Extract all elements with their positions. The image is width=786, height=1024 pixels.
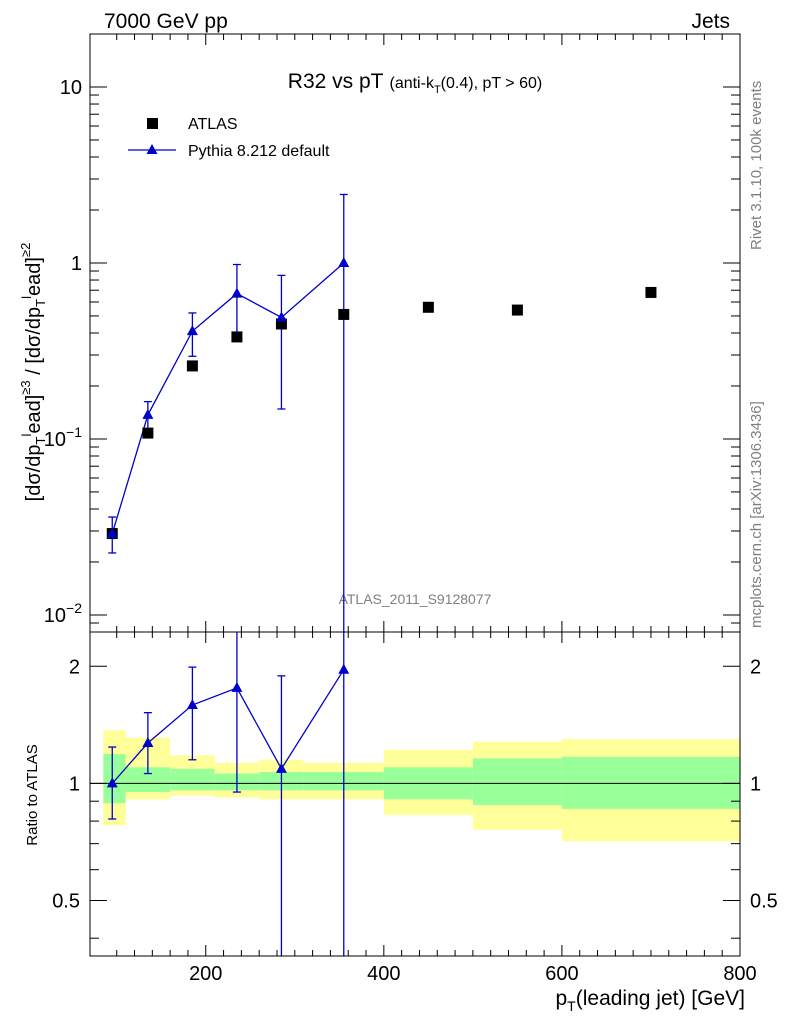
x-tick-label: 400 <box>367 963 400 985</box>
y-tick-label-main: 10 <box>60 77 82 99</box>
inner-band-8 <box>561 756 740 809</box>
svg-text:[dσ/dpTlead]≥3 / [dσ/dpTlead]≥: [dσ/dpTlead]≥3 / [dσ/dpTlead]≥2 <box>18 243 48 502</box>
atlas-point <box>186 360 198 372</box>
inner-band-0 <box>103 754 126 804</box>
atlas-point <box>511 304 523 316</box>
mc-point-ratio <box>106 777 118 788</box>
x-tick-label: 800 <box>723 963 756 985</box>
mc-point-main <box>142 408 154 419</box>
atlas-point <box>422 301 434 313</box>
inner-band-7 <box>472 758 562 805</box>
y-tick-label-ratio-right: 0.5 <box>750 890 778 912</box>
header-left: 7000 GeV pp <box>104 10 228 33</box>
rivet-label: Rivet 3.1.10, 100k events <box>748 81 765 250</box>
mc-point-main <box>275 311 287 322</box>
mcplots-label: mcplots.cern.ch [arXiv:1306.3436] <box>748 401 765 628</box>
mc-point-ratio <box>142 737 154 748</box>
y-tick-label-ratio: 2 <box>69 656 80 678</box>
legend-atlas-label: ATLAS <box>188 116 238 133</box>
mc-point-main <box>338 256 350 267</box>
title-sub-pre: (anti-k <box>389 75 434 92</box>
title-sub-sub: T <box>434 84 441 96</box>
legend-mc-label: Pythia 8.212 default <box>188 143 330 160</box>
atlas-point <box>142 427 154 439</box>
atlas-point <box>231 331 243 343</box>
ratio-bands <box>90 730 740 842</box>
x-tick-label: 600 <box>545 963 578 985</box>
y-tick-label-ratio-right: 2 <box>750 656 761 678</box>
title-sub-post: (0.4), pT > 60) <box>441 75 543 92</box>
mc-point-ratio <box>338 663 350 674</box>
inner-band-2 <box>170 768 215 791</box>
chart-title: R32 vs pT (anti-kT(0.4), pT > 60) <box>288 70 542 96</box>
mc-line-ratio <box>111 669 345 784</box>
data-marks <box>106 193 657 956</box>
mc-point-main <box>186 325 198 336</box>
header-right: Jets <box>691 10 730 33</box>
watermark: ATLAS_2011_S9128077 <box>339 591 492 607</box>
mc-point-main <box>231 287 243 298</box>
atlas-point <box>338 308 350 320</box>
atlas-point <box>275 318 287 330</box>
y-tick-label-main: 1 <box>71 253 82 275</box>
mc-point-ratio <box>275 762 287 773</box>
tick-labels: 200 400 600 800 10−2 10−1 1 10 0.5 0.5 1 1 2 2 <box>44 77 778 985</box>
x-axis-label: pT(leading jet) [GeV] <box>555 987 745 1014</box>
title-main: R32 vs pT <box>288 70 384 93</box>
y-tick-label-ratio: 0.5 <box>52 890 80 912</box>
axis-ticks <box>90 33 741 956</box>
y-axis-label-ratio: Ratio to ATLAS <box>24 744 41 845</box>
y-tick-label-ratio: 1 <box>69 773 80 795</box>
legend-mc-marker <box>146 144 158 154</box>
mc-point-ratio <box>186 699 198 710</box>
x-tick-label: 200 <box>189 963 222 985</box>
mc-point-main <box>106 527 118 538</box>
y-tick-label-main: 10−2 <box>44 600 82 627</box>
ratio-plot-frame <box>89 631 741 957</box>
mc-point-ratio <box>231 681 243 692</box>
y-tick-label-ratio-right: 1 <box>750 773 761 795</box>
legend: ATLAS Pythia 8.212 default <box>128 116 330 160</box>
legend-atlas-marker <box>147 118 158 129</box>
y-axis-label-main: [dσ/dpTlead]≥3 / [dσ/dpTlead]≥2 <box>18 243 48 502</box>
mc-line-main <box>111 262 345 534</box>
y-tick-label-main: 10−1 <box>44 424 82 451</box>
atlas-point <box>645 286 657 298</box>
